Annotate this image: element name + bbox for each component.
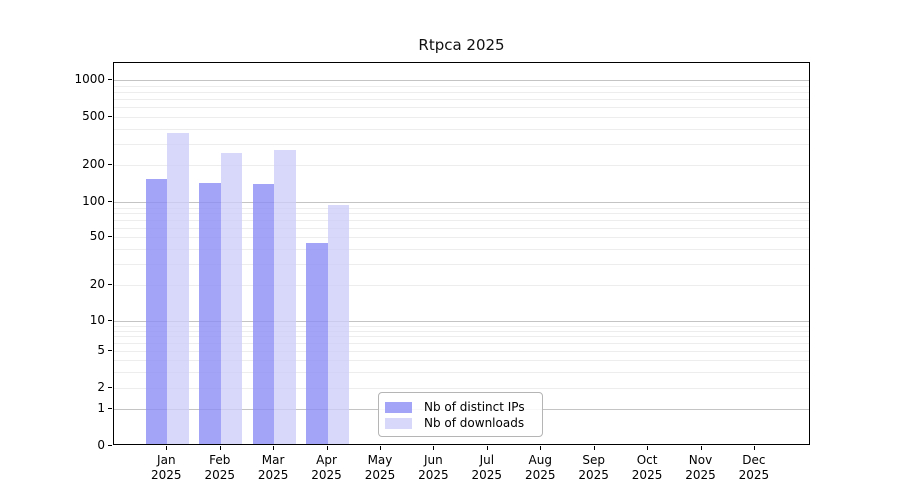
major-grid-line bbox=[114, 202, 809, 204]
minor-grid-line bbox=[114, 263, 809, 265]
x-axis-tick bbox=[273, 446, 275, 450]
x-axis-tick-label: Jul 2025 bbox=[471, 453, 503, 482]
bar-distinct-ips bbox=[199, 182, 221, 444]
minor-grid-line bbox=[114, 207, 809, 209]
y-axis-tick-label: 10 bbox=[89, 313, 105, 327]
y-axis-tick-label: 50 bbox=[89, 229, 105, 243]
x-axis-tick bbox=[326, 446, 328, 450]
minor-grid-line bbox=[114, 248, 809, 250]
minor-grid-line bbox=[114, 99, 809, 101]
x-axis-tick-label: Jan 2025 bbox=[151, 453, 182, 482]
bar-downloads bbox=[274, 150, 296, 444]
bar-downloads bbox=[167, 133, 189, 444]
y-axis-tick-label: 0 bbox=[97, 438, 105, 452]
x-axis-tick bbox=[593, 446, 595, 450]
minor-grid-line bbox=[114, 360, 809, 362]
x-axis-tick-label: May 2025 bbox=[364, 453, 396, 482]
minor-grid-line bbox=[114, 85, 809, 87]
x-axis-tick-label: Apr 2025 bbox=[311, 453, 342, 482]
minor-grid-line bbox=[114, 107, 809, 109]
y-axis-tick bbox=[108, 445, 112, 446]
x-axis-tick bbox=[219, 446, 221, 450]
legend-label-downloads: Nb of downloads bbox=[424, 416, 525, 430]
y-axis-tick-label: 100 bbox=[82, 194, 105, 209]
x-axis-tick-label: Nov 2025 bbox=[685, 453, 716, 482]
x-axis-tick-label: Mar 2025 bbox=[257, 453, 289, 482]
y-axis-tick bbox=[108, 201, 112, 203]
y-axis-tick-label: 20 bbox=[89, 277, 105, 291]
x-axis-tick bbox=[700, 446, 702, 450]
x-axis-tick bbox=[486, 446, 488, 450]
legend-item-downloads: Nb of downloads bbox=[385, 415, 542, 431]
minor-grid-line bbox=[114, 351, 809, 352]
major-grid-line bbox=[114, 321, 809, 322]
y-axis-tick-label: 500 bbox=[82, 109, 105, 123]
chart-title: Rtpca 2025 bbox=[418, 36, 505, 54]
y-axis-tick bbox=[108, 79, 112, 80]
x-axis-tick bbox=[753, 446, 755, 450]
bar-downloads bbox=[220, 152, 243, 444]
legend-swatch-distinct-ips-icon bbox=[385, 401, 412, 413]
x-axis-tick-label: Oct 2025 bbox=[631, 453, 663, 482]
legend-swatch-downloads-icon bbox=[385, 417, 412, 429]
x-axis-tick bbox=[166, 446, 168, 450]
y-axis-tick bbox=[108, 164, 112, 165]
y-axis-tick bbox=[108, 387, 112, 389]
minor-grid-line bbox=[114, 165, 809, 166]
minor-grid-line bbox=[114, 330, 809, 332]
x-axis-tick bbox=[433, 446, 435, 450]
legend: Nb of distinct IPs Nb of downloads bbox=[378, 392, 543, 437]
y-axis-tick-label: 1000 bbox=[74, 72, 105, 86]
x-axis-tick-label: Aug 2025 bbox=[524, 453, 556, 482]
bar-distinct-ips bbox=[306, 242, 328, 444]
minor-grid-line bbox=[114, 325, 809, 327]
y-axis-tick bbox=[108, 236, 112, 237]
legend-item-distinct-ips: Nb of distinct IPs bbox=[385, 399, 542, 415]
y-axis-tick bbox=[108, 284, 112, 285]
y-axis-tick bbox=[108, 116, 112, 117]
legend-label-distinct-ips: Nb of distinct IPs bbox=[424, 400, 525, 414]
bar-distinct-ips bbox=[145, 179, 168, 444]
minor-grid-line bbox=[114, 128, 809, 130]
x-axis-tick bbox=[540, 446, 542, 450]
y-axis-tick-label: 200 bbox=[82, 157, 105, 171]
minor-grid-line bbox=[114, 388, 809, 390]
x-axis-tick bbox=[379, 446, 381, 450]
y-axis-tick bbox=[108, 320, 112, 321]
x-axis-tick bbox=[647, 446, 649, 450]
x-axis-tick-label: Jun 2025 bbox=[418, 453, 449, 482]
y-axis-tick bbox=[108, 350, 112, 351]
y-axis-tick bbox=[108, 408, 112, 410]
plot-area: Nb of distinct IPs Nb of downloads bbox=[113, 62, 810, 445]
minor-grid-line bbox=[114, 227, 809, 229]
minor-grid-line bbox=[114, 371, 809, 373]
x-axis-tick-label: Feb 2025 bbox=[204, 453, 235, 482]
minor-grid-line bbox=[114, 91, 809, 93]
bar-distinct-ips bbox=[252, 184, 275, 444]
minor-grid-line bbox=[114, 117, 809, 118]
minor-grid-line bbox=[114, 143, 809, 145]
x-axis-tick-label: Dec 2025 bbox=[738, 453, 770, 482]
minor-grid-line bbox=[114, 213, 809, 215]
y-axis-tick-label: 1 bbox=[97, 401, 105, 416]
y-axis-tick-label: 5 bbox=[97, 343, 105, 357]
minor-grid-line bbox=[114, 336, 809, 338]
minor-grid-line bbox=[114, 343, 809, 345]
bar-downloads bbox=[327, 205, 349, 444]
minor-grid-line bbox=[114, 237, 809, 238]
minor-grid-line bbox=[114, 220, 809, 222]
y-axis-tick-label: 2 bbox=[97, 380, 105, 395]
x-axis-tick-label: Sep 2025 bbox=[578, 453, 609, 482]
major-grid-line bbox=[114, 80, 809, 81]
minor-grid-line bbox=[114, 285, 809, 286]
